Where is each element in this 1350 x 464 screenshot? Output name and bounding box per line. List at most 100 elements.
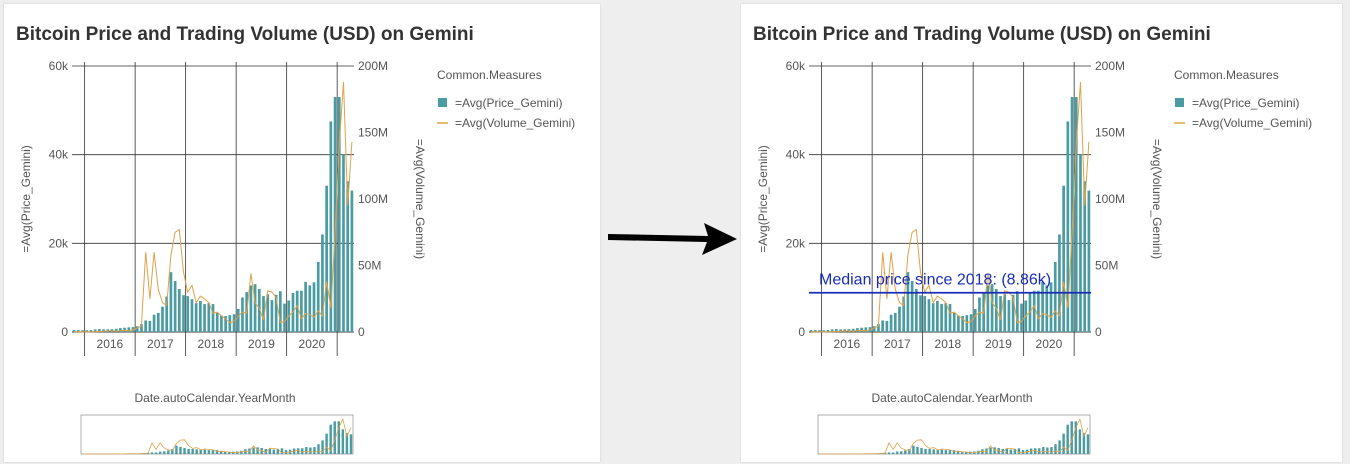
price-bar [1062, 185, 1065, 332]
navigator-bar [349, 434, 353, 454]
y2-tick-label: 0 [358, 325, 365, 339]
price-bar [148, 320, 152, 332]
navigator-bar [284, 450, 288, 454]
price-bar [304, 281, 307, 332]
price-bar [114, 328, 118, 332]
price-bar [1032, 290, 1036, 332]
price-bar [881, 320, 885, 332]
y2-tick-label: 0 [1095, 325, 1102, 339]
navigator-bar [1042, 447, 1045, 454]
price-bar [902, 296, 906, 332]
price-bar [1049, 282, 1053, 332]
price-bar [1020, 303, 1023, 332]
price-bar [809, 330, 813, 332]
navigator-frame [817, 414, 1091, 455]
price-bar [965, 315, 969, 332]
price-bar [140, 324, 143, 332]
price-bar [228, 315, 232, 332]
navigator-bar [1017, 448, 1021, 454]
price-bar [1066, 121, 1070, 333]
x-axis-title: Date.autoCalendar.YearMonth [871, 391, 1032, 405]
price-bar [1079, 154, 1082, 332]
chart-title: Bitcoin Price and Trading Volume (USD) o… [753, 24, 1211, 45]
navigator-bar [305, 447, 308, 454]
navigator-bar [280, 448, 284, 454]
chart-title: Bitcoin Price and Trading Volume (USD) o… [16, 24, 474, 45]
navigator-bar [195, 449, 198, 454]
navigator-bar [163, 451, 166, 454]
price-bar [144, 320, 148, 332]
price-bar [872, 326, 876, 332]
price-bar [927, 299, 931, 332]
navigator-bar [1050, 447, 1053, 454]
navigator-bar [936, 449, 939, 454]
chart-panel-right: Bitcoin Price and Trading Volume (USD) o… [741, 4, 1342, 462]
price-bar [877, 324, 880, 332]
price-bar [199, 300, 202, 332]
price-bar [931, 303, 935, 332]
price-bar [203, 304, 206, 332]
price-bar [165, 296, 169, 332]
navigator-bar [215, 450, 219, 454]
navigator-bar [341, 429, 345, 454]
price-bar [182, 295, 185, 332]
price-bar [973, 308, 977, 332]
price-bar [914, 288, 918, 332]
price-bar [81, 330, 84, 332]
navigator-bar [1074, 421, 1078, 454]
median-annotation: Median price since 2018: (8.86k) [819, 272, 1051, 289]
price-bar [98, 329, 101, 332]
price-bar [919, 295, 922, 332]
navigator-bar [227, 451, 231, 454]
price-bar [1037, 290, 1040, 332]
navigator-bar [240, 450, 243, 454]
navigator-bar [167, 450, 170, 454]
navigator-bar [1009, 449, 1013, 454]
navigator-bar [956, 451, 960, 454]
price-bar [1087, 190, 1091, 332]
price-bar [93, 329, 97, 332]
navigator-bar [317, 444, 320, 454]
navigator-bar [920, 448, 923, 454]
price-bar [944, 303, 948, 332]
navigator-bar [924, 448, 927, 454]
price-bar [923, 296, 927, 332]
volume-series-line [74, 81, 353, 333]
navigator-bar [952, 450, 956, 454]
price-bar [312, 282, 316, 332]
navigator-bar [309, 447, 312, 454]
navigator-bar [1033, 448, 1037, 454]
navigator-bar [912, 445, 915, 454]
navigator-bar [296, 448, 300, 454]
price-bar [1041, 281, 1044, 332]
legend-label-volume: =Avg(Volume_Gemini) [1192, 116, 1312, 130]
price-bar [337, 97, 341, 333]
price-bar [864, 327, 868, 332]
price-bar [350, 190, 354, 332]
price-bars [809, 97, 1091, 333]
y2-tick-label: 200M [1095, 59, 1125, 73]
navigator-bar [276, 448, 280, 454]
navigator-bar [944, 450, 948, 454]
navigator-bar [183, 448, 186, 454]
navigator-bar [1046, 447, 1049, 454]
price-bar [961, 316, 964, 332]
price-bars [72, 97, 354, 333]
navigator-frame [80, 414, 354, 455]
price-bar [329, 121, 333, 333]
y-tick-label: 60k [786, 59, 806, 73]
price-bar [266, 294, 270, 332]
navigator-bar [900, 451, 903, 454]
price-bar [1003, 294, 1007, 332]
navigator-bar [1086, 434, 1090, 454]
y-tick-label: 60k [49, 59, 69, 73]
price-bar [321, 234, 324, 332]
y-tick-label: 40k [49, 148, 69, 162]
price-bar [999, 296, 1002, 332]
price-bar [889, 314, 893, 332]
price-bar [818, 330, 821, 332]
price-bar [186, 296, 190, 332]
navigator-bar [203, 449, 207, 454]
price-bar [342, 154, 345, 332]
y2-axis-title: =Avg(Volume_Gemini) [1150, 139, 1164, 259]
